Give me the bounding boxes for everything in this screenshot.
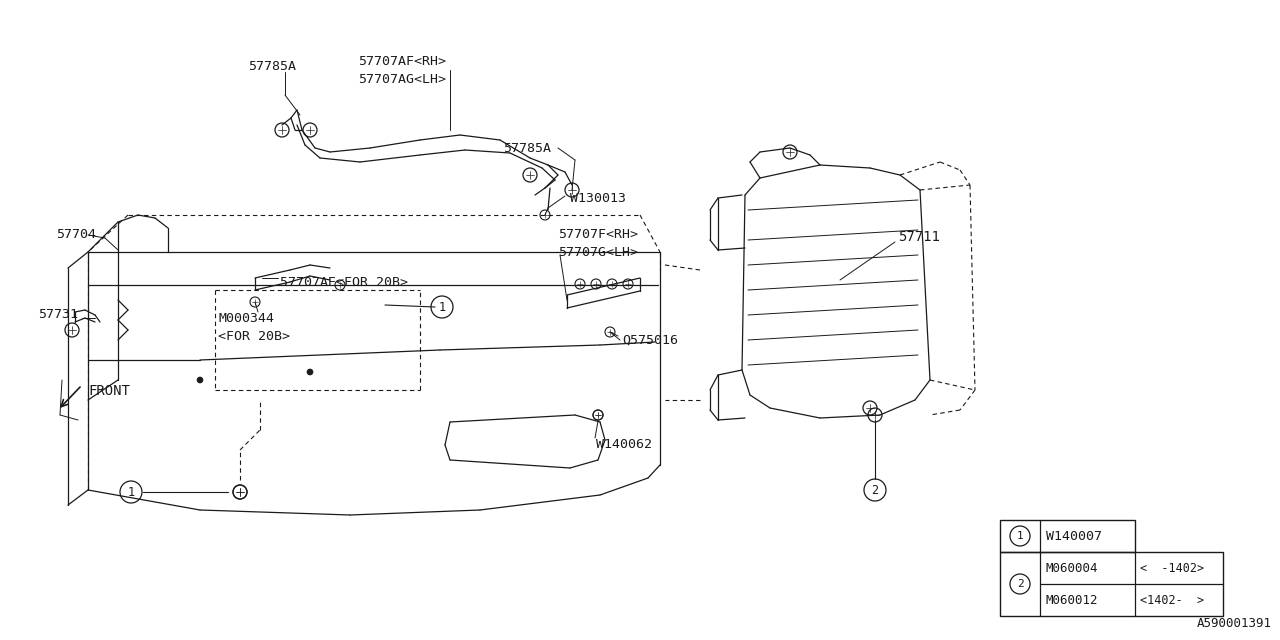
Text: 57707AE<FOR 20B>: 57707AE<FOR 20B> xyxy=(280,276,408,289)
Text: 57707AG<LH>: 57707AG<LH> xyxy=(358,73,445,86)
Text: 57707F<RH>: 57707F<RH> xyxy=(558,228,637,241)
Text: FRONT: FRONT xyxy=(88,384,129,398)
Text: M000344: M000344 xyxy=(218,312,274,325)
Text: M060012: M060012 xyxy=(1044,595,1097,607)
Circle shape xyxy=(307,369,314,375)
Bar xyxy=(1000,552,1222,616)
Text: W130013: W130013 xyxy=(570,192,626,205)
Text: Q575016: Q575016 xyxy=(622,334,678,347)
Bar xyxy=(1000,520,1135,552)
Text: <1402-  >: <1402- > xyxy=(1140,595,1204,607)
Text: M060004: M060004 xyxy=(1044,563,1097,575)
Text: 57711: 57711 xyxy=(899,230,940,244)
Text: 57731: 57731 xyxy=(38,308,78,321)
Text: 1: 1 xyxy=(439,301,445,314)
Text: 57707G<LH>: 57707G<LH> xyxy=(558,246,637,259)
Text: <FOR 20B>: <FOR 20B> xyxy=(218,330,291,343)
Text: W140062: W140062 xyxy=(596,438,652,451)
Text: 1: 1 xyxy=(1016,531,1024,541)
Text: 2: 2 xyxy=(872,483,878,497)
Text: A590001391: A590001391 xyxy=(1197,617,1272,630)
Text: 57704: 57704 xyxy=(56,228,96,241)
Text: 57785A: 57785A xyxy=(503,142,550,155)
Text: W140007: W140007 xyxy=(1046,531,1102,543)
Text: 57707AF<RH>: 57707AF<RH> xyxy=(358,55,445,68)
Text: <  -1402>: < -1402> xyxy=(1140,563,1204,575)
Text: 2: 2 xyxy=(1016,579,1024,589)
Text: 1: 1 xyxy=(128,486,134,499)
Text: 57785A: 57785A xyxy=(248,60,296,73)
Circle shape xyxy=(197,377,204,383)
